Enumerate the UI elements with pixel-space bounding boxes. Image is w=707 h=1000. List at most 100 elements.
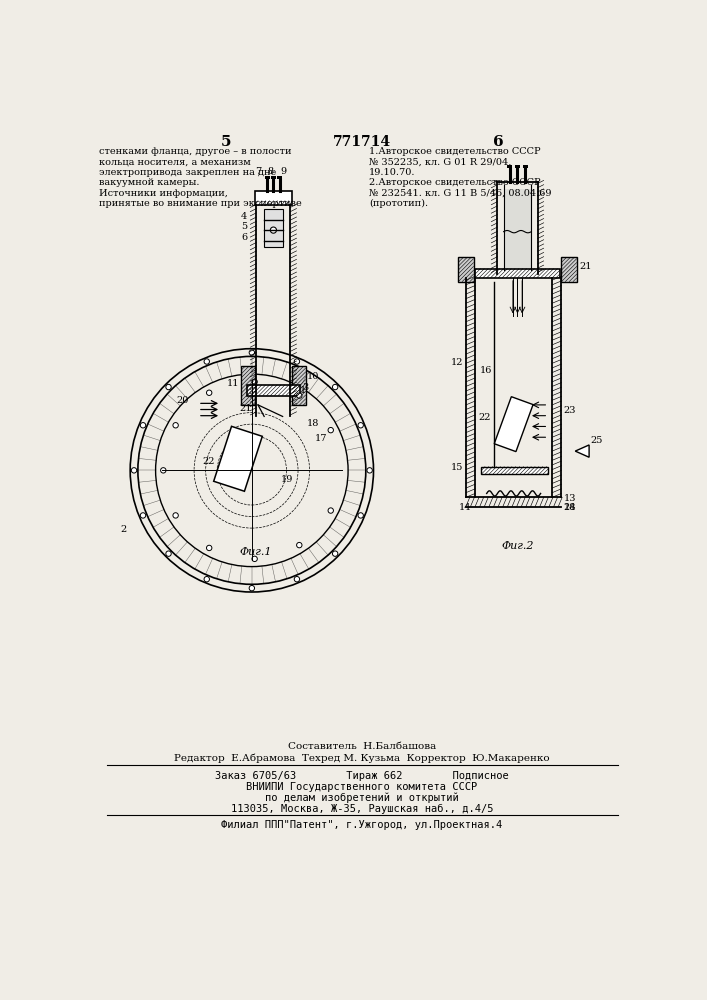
Text: 2.Авторское свидетельство СССР: 2.Авторское свидетельство СССР [369, 178, 541, 187]
Bar [561, 257, 577, 282]
Bar [458, 257, 474, 282]
Text: 19.10.70.: 19.10.70. [369, 168, 416, 177]
Text: 18: 18 [308, 419, 320, 428]
Circle shape [332, 384, 338, 390]
Text: 11: 11 [227, 379, 240, 388]
Bar [515, 165, 520, 168]
Circle shape [140, 423, 146, 428]
Bar [503, 189, 532, 270]
Text: № 232541. кл. G 11 B 5/46, 08.04.69: № 232541. кл. G 11 B 5/46, 08.04.69 [369, 189, 551, 198]
Circle shape [204, 359, 209, 364]
Circle shape [140, 513, 146, 518]
Circle shape [132, 468, 136, 473]
Bar [292, 366, 305, 405]
Text: 21: 21 [240, 404, 252, 413]
Text: 2: 2 [120, 525, 127, 534]
Text: 3: 3 [303, 383, 309, 392]
Bar [458, 257, 474, 282]
Bar [475, 269, 560, 278]
Circle shape [160, 468, 166, 473]
Circle shape [166, 384, 171, 390]
Text: 1: 1 [300, 386, 306, 395]
Bar [475, 269, 560, 278]
Text: 22: 22 [478, 413, 491, 422]
Bar [523, 165, 527, 168]
Circle shape [173, 423, 178, 428]
Bar [508, 165, 512, 168]
Circle shape [328, 508, 334, 513]
Text: Φиг.2: Φиг.2 [501, 541, 534, 551]
Circle shape [204, 576, 209, 582]
Circle shape [297, 542, 302, 548]
Text: 7: 7 [255, 167, 261, 176]
Text: Заказ 6705/63        Тираж 662        Подписное: Заказ 6705/63 Тираж 662 Подписное [215, 771, 509, 781]
Bar [265, 176, 269, 179]
Text: 19: 19 [281, 475, 293, 484]
Text: (прототип).: (прототип). [369, 199, 428, 208]
Text: 15: 15 [450, 463, 463, 472]
Text: 17: 17 [315, 434, 327, 443]
Circle shape [358, 513, 363, 518]
Circle shape [173, 513, 178, 518]
Bar [247, 385, 300, 396]
Circle shape [332, 551, 338, 556]
Circle shape [294, 576, 300, 582]
Bar [255, 191, 292, 205]
Polygon shape [494, 397, 533, 452]
Text: принятые во внимание при экспертизе: принятые во внимание при экспертизе [100, 199, 302, 208]
Text: вакуумной камеры.: вакуумной камеры. [100, 178, 200, 187]
Bar [271, 176, 276, 179]
Circle shape [297, 393, 302, 398]
Text: 9: 9 [281, 167, 286, 176]
Bar [277, 176, 282, 179]
Text: 771714: 771714 [333, 135, 391, 149]
Text: Составитель  Н.Балбашова: Составитель Н.Балбашова [288, 742, 436, 751]
Polygon shape [575, 445, 589, 457]
Circle shape [206, 545, 212, 551]
Circle shape [328, 427, 334, 433]
Text: 6: 6 [493, 135, 503, 149]
Text: 23: 23 [563, 406, 576, 415]
Text: 4: 4 [241, 212, 247, 221]
Text: 14: 14 [459, 503, 472, 512]
Text: ВНИИПИ Государственного комитета СССР: ВНИИПИ Государственного комитета СССР [246, 782, 477, 792]
Circle shape [249, 585, 255, 591]
Text: кольца носителя, а механизм: кольца носителя, а механизм [100, 157, 251, 166]
Text: Филиал ППП"Патент", г.Ужгород, ул.Проектная.4: Филиал ППП"Патент", г.Ужгород, ул.Проект… [221, 820, 503, 830]
Text: 113035, Москва, Ж-35, Раушская наб., д.4/5: 113035, Москва, Ж-35, Раушская наб., д.4… [230, 804, 493, 814]
Circle shape [249, 350, 255, 355]
Text: 18: 18 [563, 503, 576, 512]
Text: 8: 8 [267, 167, 274, 176]
Polygon shape [214, 426, 262, 491]
Text: Φиг.1: Φиг.1 [240, 547, 272, 557]
Text: № 352235, кл. G 01 R 29/04,: № 352235, кл. G 01 R 29/04, [369, 157, 511, 166]
Circle shape [294, 359, 300, 364]
Bar [241, 366, 255, 405]
Text: 5: 5 [241, 222, 247, 231]
Text: Источники информации,: Источники информации, [100, 189, 228, 198]
Text: 24: 24 [563, 503, 576, 512]
Text: 22: 22 [202, 457, 215, 466]
Text: 25: 25 [590, 436, 603, 445]
Bar [561, 257, 577, 282]
Bar [292, 366, 305, 405]
Text: 16: 16 [480, 366, 492, 375]
Circle shape [270, 227, 276, 233]
Bar [481, 466, 549, 474]
Bar [481, 466, 549, 474]
Bar [247, 385, 300, 396]
Text: 21: 21 [579, 262, 592, 271]
Text: 20: 20 [176, 396, 189, 405]
Bar [241, 366, 255, 405]
Text: 13: 13 [563, 494, 576, 503]
Text: стенками фланца, другое – в полости: стенками фланца, другое – в полости [100, 147, 292, 156]
Text: 1.Авторское свидетельство СССР: 1.Авторское свидетельство СССР [369, 147, 541, 156]
Circle shape [358, 423, 363, 428]
Circle shape [252, 379, 257, 385]
Circle shape [166, 551, 171, 556]
Circle shape [367, 468, 373, 473]
Circle shape [252, 556, 257, 562]
Bar [264, 209, 283, 247]
Text: по делам изобретений и открытий: по делам изобретений и открытий [265, 793, 459, 803]
Text: 10: 10 [308, 372, 320, 381]
